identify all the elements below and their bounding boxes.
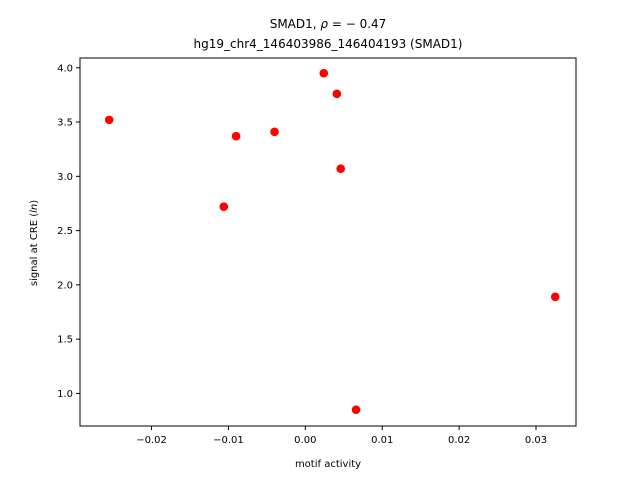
- y-tick-label: 3.5: [57, 118, 73, 129]
- y-tick-label: 1.5: [57, 335, 73, 346]
- y-tick-label: 2.5: [57, 226, 73, 237]
- scatter-point: [270, 127, 279, 137]
- x-tick-label: −0.01: [213, 435, 244, 446]
- y-tick-label: 4.0: [57, 63, 73, 74]
- x-tick-label: 0.03: [525, 435, 547, 446]
- x-tick-label: 0.02: [448, 435, 470, 446]
- y-tick-label: 2.0: [57, 280, 73, 291]
- chart-title-line-2: hg19_chr4_146403986_146404193 (SMAD1): [194, 37, 463, 51]
- x-axis: −0.02 −0.01 0.00 0.01 0.02 0.03: [136, 426, 547, 446]
- plot-area: [79, 57, 577, 427]
- scatter-point: [351, 405, 361, 415]
- scatter-point: [332, 89, 342, 99]
- chart-title-line-1: SMAD1, ρ = − 0.47: [270, 17, 387, 31]
- x-tick-label: −0.02: [136, 435, 167, 446]
- data-points: [104, 68, 560, 415]
- y-tick-label: 1.0: [57, 389, 73, 400]
- plot-frame: [79, 57, 577, 427]
- scatter-point: [219, 202, 229, 212]
- y-axis-label: signal at CRE (ln): [29, 200, 40, 286]
- x-tick-label: 0.00: [294, 435, 316, 446]
- scatter-point: [104, 115, 114, 125]
- x-tick-label: 0.01: [371, 435, 393, 446]
- scatter-point: [550, 292, 560, 302]
- x-axis-label: motif activity: [295, 459, 361, 470]
- scatter-point: [336, 164, 345, 174]
- y-axis: 1.0 1.5 2.0 2.5 3.0 3.5 4.0: [57, 63, 80, 400]
- y-tick-label: 3.0: [57, 172, 73, 183]
- scatter-point: [231, 131, 241, 141]
- scatter-point: [319, 68, 329, 78]
